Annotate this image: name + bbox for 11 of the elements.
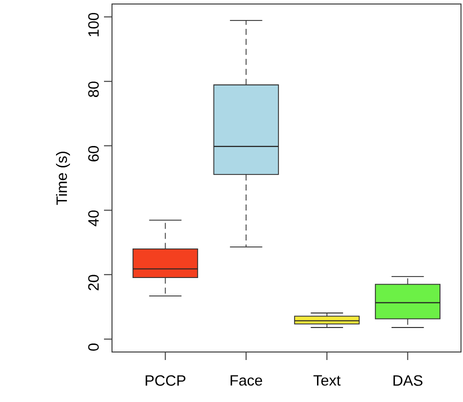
y-tick-label: 80 xyxy=(88,82,99,98)
y-tick-label: 60 xyxy=(88,146,99,162)
x-tick-label: Text xyxy=(313,375,341,386)
y-tick-label: 0 xyxy=(88,344,99,351)
y-tick-label: 40 xyxy=(88,210,99,226)
y-tick-label: 100 xyxy=(88,12,99,36)
y-tick-label: 20 xyxy=(88,274,99,290)
x-tick-label: PCCP xyxy=(146,375,186,386)
x-tick-label: DAS xyxy=(393,375,422,386)
x-tick-label: Face xyxy=(230,375,262,386)
y-axis-title: Time (s) xyxy=(56,152,70,205)
